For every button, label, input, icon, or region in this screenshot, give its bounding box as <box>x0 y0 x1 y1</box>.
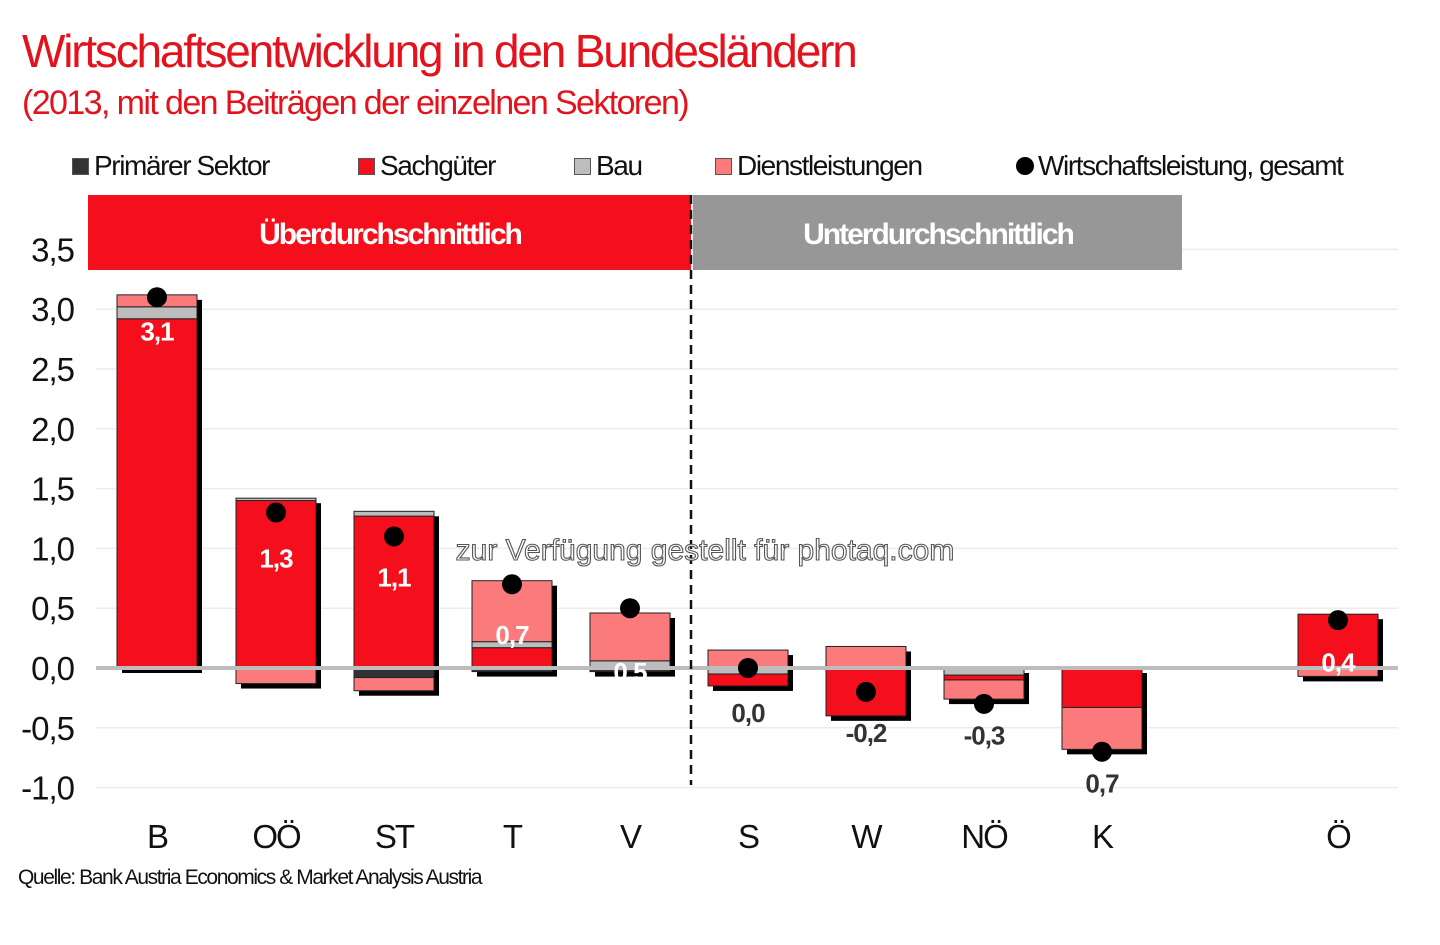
value-label-Ö: 0,4 <box>1321 648 1356 678</box>
value-label-V: 0,5 <box>613 657 647 687</box>
x-axis: B OÖ ST T V S W NÖ K Ö <box>147 818 1353 855</box>
y-tick-label: 0,5 <box>31 590 74 627</box>
bar-segment-sach-B <box>116 318 198 669</box>
chart-subtitle: (2013, mit den Beiträgen der einzelnen S… <box>22 84 690 122</box>
bar-shadow <box>595 673 675 677</box>
group-label-unterdurchschnittlich: Unterdurchschnittlich <box>803 218 1073 251</box>
total-dot-K <box>1092 741 1112 762</box>
group-band-unterdurchschnittlich <box>693 195 1182 270</box>
y-tick-label: 2,5 <box>31 351 74 388</box>
total-dot-V <box>620 598 640 619</box>
value-label-S: 0,0 <box>731 698 765 728</box>
x-tick-label: B <box>147 818 168 855</box>
legend-item-bau: Bau <box>574 150 643 182</box>
legend-label: Primärer Sektor <box>94 150 270 181</box>
y-tick-label: 0,0 <box>31 650 75 687</box>
value-label-NÖ: -0,3 <box>964 721 1005 751</box>
x-tick-label: OÖ <box>252 818 301 855</box>
legend-item-dienst: Dienstleistungen <box>715 150 923 182</box>
y-tick-label: 2,0 <box>31 411 75 448</box>
value-labels: 3,1 1,3 1,1 0,7 0,5 0,0 -0,2 -0,3 0,7 0,4 <box>140 316 1357 798</box>
legend-label: Dienstleistungen <box>737 150 923 181</box>
total-dot-T <box>502 574 522 595</box>
x-tick-label: ST <box>375 818 415 855</box>
total-dot-Ö <box>1328 610 1348 631</box>
square-icon <box>715 157 732 175</box>
x-tick-label: Ö <box>1326 818 1351 855</box>
x-tick-label: V <box>620 818 642 855</box>
y-tick-label: 3,0 <box>31 291 75 328</box>
bar-shadow <box>477 673 557 677</box>
bar-segment-sach-T <box>471 647 553 669</box>
total-dot-W <box>856 681 876 702</box>
bar-segment-dienst-OÖ <box>235 667 317 685</box>
square-icon <box>574 157 591 175</box>
value-label-W: -0,2 <box>846 718 887 748</box>
value-label-K: 0,7 <box>1085 768 1119 798</box>
total-markers <box>147 287 1348 762</box>
chart-title: Wirtschaftsentwicklung in den Bundesländ… <box>22 25 858 77</box>
y-tick-label: 3,5 <box>31 231 74 268</box>
x-tick-label: K <box>1092 818 1114 855</box>
total-dot-OÖ <box>266 502 286 523</box>
legend-item-sachgueter: Sachgüter <box>358 150 496 182</box>
x-tick-label: NÖ <box>961 818 1008 855</box>
group-label-ueberdurchschnittlich: Überdurchschnittlich <box>259 218 521 251</box>
legend-label: Wirtschaftsleistung, gesamt <box>1038 150 1344 181</box>
bar-segment-bau-OÖ <box>235 497 317 502</box>
y-tick-label: 1,5 <box>31 471 74 508</box>
legend-label: Sachgüter <box>380 150 496 181</box>
total-dot-ST <box>384 526 404 547</box>
bar-segment-bau-ST <box>353 510 435 517</box>
bar-segment-sach-NÖ <box>943 674 1025 681</box>
total-dot-S <box>738 658 758 678</box>
legend-item-primaer: Primärer Sektor <box>72 150 270 182</box>
dot-icon <box>1016 157 1034 175</box>
bar-segment-dienst-ST <box>353 677 435 692</box>
y-axis: 3,5 3,0 2,5 2,0 1,5 1,0 0,5 0,0 -0,5 -1,0 <box>21 231 76 807</box>
y-tick-label: -1,0 <box>21 770 75 807</box>
group-band-ueberdurchschnittlich <box>88 195 691 270</box>
bar-segment-sach-OÖ <box>235 500 317 669</box>
y-tick-label: 1,0 <box>31 530 75 567</box>
x-tick-label: S <box>738 818 759 855</box>
value-label-ST: 1,1 <box>377 563 411 593</box>
total-dot-B <box>147 287 167 308</box>
x-tick-label: W <box>851 818 883 855</box>
square-icon <box>72 157 89 175</box>
bar-segment-dienst-V <box>589 612 671 662</box>
bar-shadow <box>1303 673 1383 682</box>
legend-label: Bau <box>596 150 643 181</box>
value-label-OÖ: 1,3 <box>259 544 293 574</box>
legend-item-gesamt: Wirtschaftsleistung, gesamt <box>1016 150 1344 182</box>
watermark: zur Verfügung gestellt für photaq.com <box>456 534 955 567</box>
value-label-B: 3,1 <box>140 316 174 346</box>
bars <box>116 294 1383 755</box>
total-dot-NÖ <box>974 693 994 714</box>
bar-segment-dienst-W <box>825 645 907 669</box>
value-label-T: 0,7 <box>495 620 529 650</box>
square-icon <box>358 157 375 175</box>
source-note: Quelle: Bank Austria Economics & Market … <box>18 866 483 889</box>
bar-segment-sach-K <box>1061 667 1143 708</box>
y-tick-label: -0,5 <box>21 710 74 747</box>
x-tick-label: T <box>503 818 523 855</box>
